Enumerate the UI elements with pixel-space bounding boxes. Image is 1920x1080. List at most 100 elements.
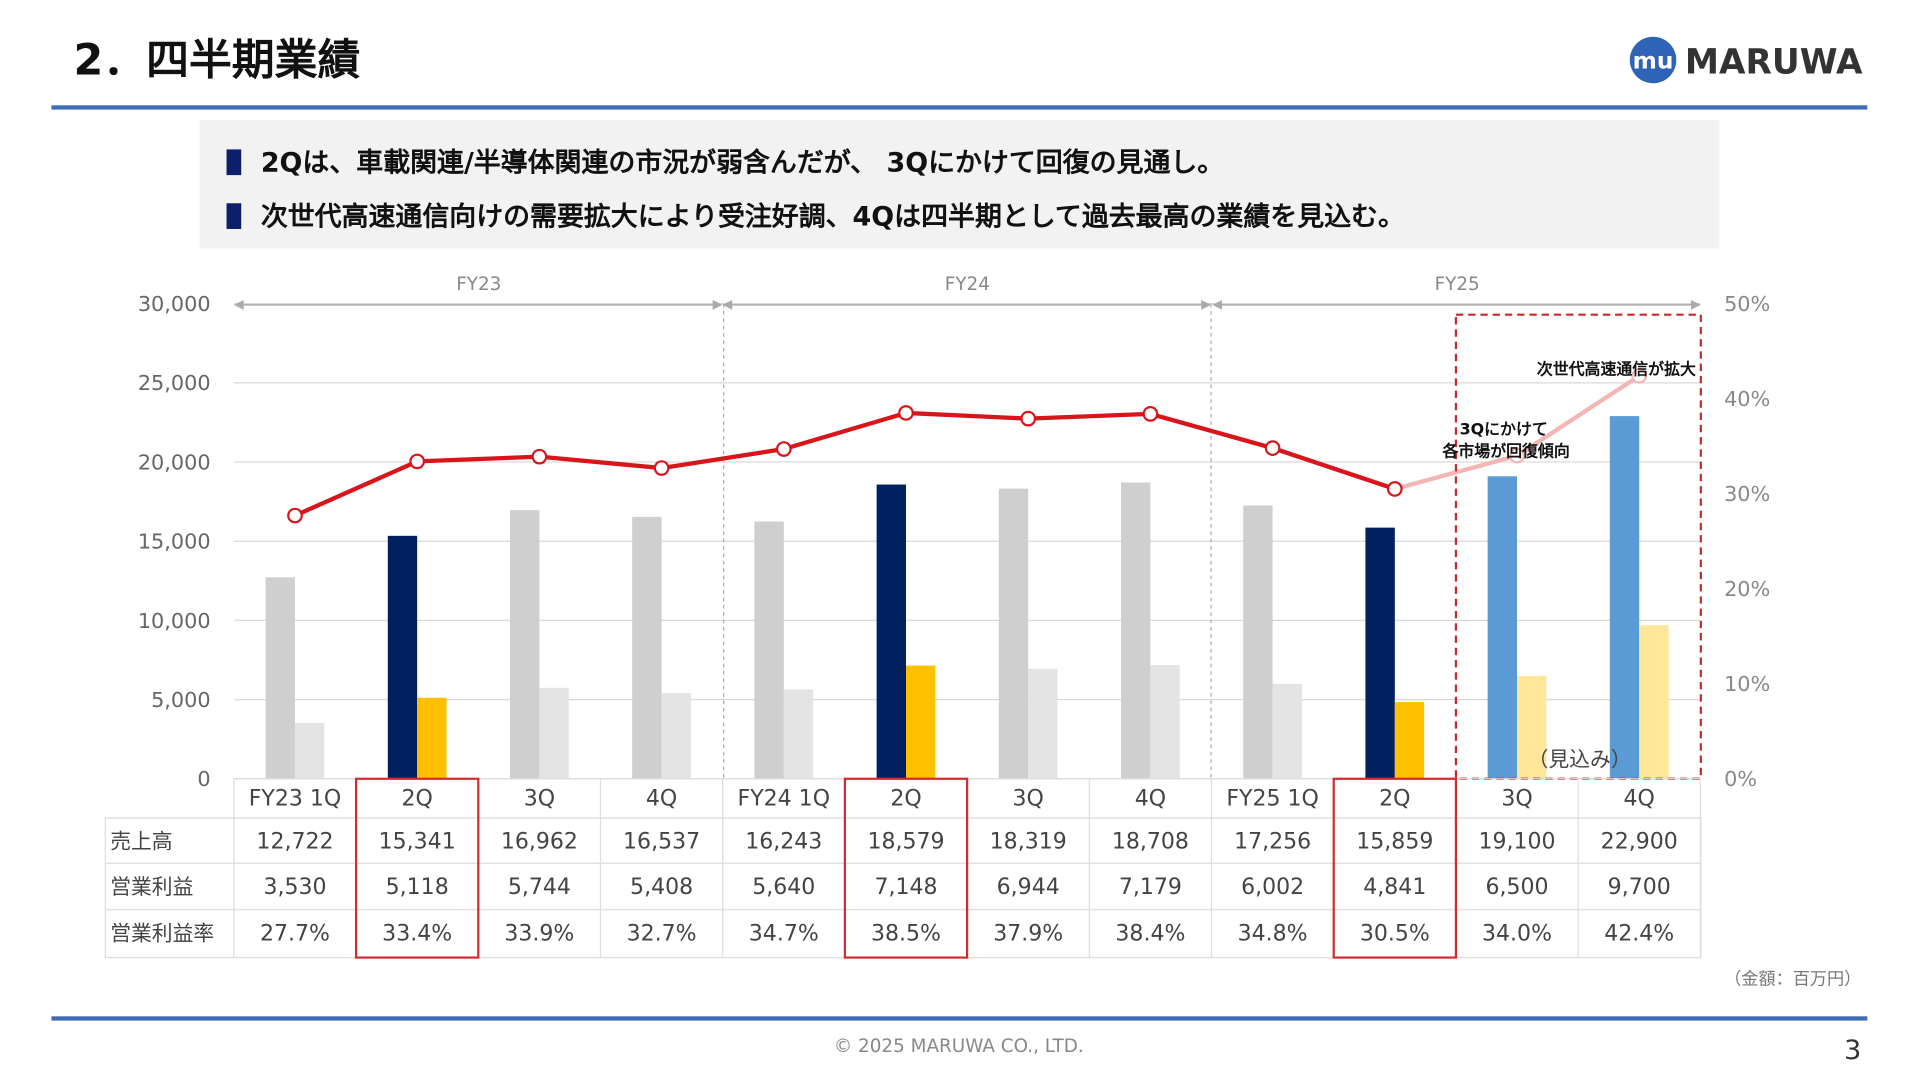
right-axis-tick: 10% bbox=[1724, 672, 1770, 696]
table-cell: 7,179 bbox=[1119, 875, 1182, 900]
table-cell: 34.7% bbox=[749, 921, 819, 946]
table-cell: 19,100 bbox=[1478, 830, 1555, 855]
table-cell: 18,579 bbox=[867, 830, 944, 855]
fy-label: FY25 bbox=[1435, 274, 1480, 295]
summary-box bbox=[199, 120, 1720, 249]
operating-profit-bar bbox=[1517, 675, 1547, 779]
table-cell: 18,708 bbox=[1112, 830, 1189, 855]
fy-label: FY23 bbox=[456, 274, 501, 295]
page-title: 2．四半期業績 bbox=[73, 36, 360, 86]
table-cell: 18,319 bbox=[990, 830, 1067, 855]
table-cell: 5,118 bbox=[386, 875, 449, 900]
sales-bar bbox=[387, 535, 418, 779]
table-cell: 37.9% bbox=[993, 921, 1063, 946]
logo-mark-text: mu bbox=[1633, 48, 1674, 75]
right-axis-tick: 0% bbox=[1724, 767, 1757, 791]
right-axis-tick: 30% bbox=[1724, 482, 1770, 506]
table-cell: 5,408 bbox=[630, 875, 693, 900]
margin-point bbox=[531, 448, 548, 465]
right-axis-tick: 50% bbox=[1724, 292, 1770, 316]
category-label: 2Q bbox=[890, 787, 921, 812]
highlight-box bbox=[843, 777, 969, 959]
operating-profit-bar bbox=[539, 687, 569, 779]
category-label: 3Q bbox=[524, 787, 555, 812]
table-cell: 42.4% bbox=[1604, 921, 1674, 946]
operating-profit-bar bbox=[661, 693, 691, 779]
margin-point bbox=[1264, 440, 1281, 456]
operating-profit-bar bbox=[1272, 683, 1302, 779]
table-cell: 17,256 bbox=[1234, 830, 1311, 855]
summary-bullet-1: 2Qは、車載関連/半導体関連の市況が弱含んだが、 3Qにかけて回復の見通し。 bbox=[261, 146, 1224, 178]
table-cell: 15,341 bbox=[379, 830, 456, 855]
category-label: FY25 1Q bbox=[1226, 787, 1319, 812]
category-label: 4Q bbox=[646, 787, 677, 812]
table-cell: 6,500 bbox=[1485, 875, 1548, 900]
logo-text: MARUWA bbox=[1685, 42, 1863, 82]
sales-bar bbox=[754, 521, 784, 779]
sales-bar bbox=[998, 488, 1029, 779]
margin-point bbox=[1631, 368, 1648, 384]
table-cell: 16,537 bbox=[623, 830, 700, 855]
margin-point bbox=[1020, 410, 1037, 427]
row-label: 営業利益率 bbox=[110, 921, 214, 945]
category-label: FY23 1Q bbox=[249, 787, 342, 812]
operating-profit-bar bbox=[783, 689, 814, 779]
bullet-icon bbox=[226, 149, 242, 176]
left-axis-tick: 0 bbox=[197, 767, 210, 791]
table-cell: 16,243 bbox=[745, 830, 822, 855]
table-cell: 38.5% bbox=[871, 921, 941, 946]
table-cell: 7,148 bbox=[874, 875, 937, 900]
margin-point bbox=[287, 507, 303, 524]
operating-profit-bar bbox=[417, 697, 447, 779]
category-label: 4Q bbox=[1135, 787, 1166, 812]
maruwa-logo: mu MARUWA bbox=[1629, 36, 1863, 84]
bullet-icon bbox=[226, 203, 242, 229]
margin-point bbox=[1142, 406, 1159, 422]
table-cell: 32.7% bbox=[627, 921, 697, 946]
table-cell: 22,900 bbox=[1601, 830, 1678, 855]
left-axis-tick: 10,000 bbox=[138, 609, 211, 633]
annotation: 次世代高速通信が拡大 bbox=[1537, 360, 1696, 379]
table-cell: 34.8% bbox=[1238, 921, 1308, 946]
category-label: 3Q bbox=[1013, 787, 1044, 812]
sales-bar bbox=[1365, 527, 1395, 779]
category-label: 3Q bbox=[1501, 787, 1532, 812]
forecast-label: （見込み） bbox=[1528, 748, 1632, 772]
operating-profit-bar bbox=[294, 722, 325, 779]
logo-mark-icon bbox=[1629, 36, 1677, 84]
table-cell: 15,859 bbox=[1356, 830, 1433, 855]
table-cell: 16,962 bbox=[501, 830, 578, 855]
right-axis-tick: 20% bbox=[1724, 577, 1770, 601]
margin-point bbox=[898, 405, 914, 421]
table-cell: 30.5% bbox=[1360, 921, 1430, 946]
operating-profit-bar bbox=[906, 665, 936, 779]
fy-label: FY24 bbox=[945, 274, 990, 295]
margin-point bbox=[653, 460, 670, 476]
highlight-box bbox=[354, 777, 480, 959]
sales-bar bbox=[265, 577, 295, 779]
operating-profit-bar bbox=[1150, 665, 1180, 779]
copyright: © 2025 MARUWA CO., LTD. bbox=[834, 1036, 1084, 1057]
table-cell: 4,841 bbox=[1363, 875, 1426, 900]
table-cell: 12,722 bbox=[256, 830, 333, 855]
table-cell: 38.4% bbox=[1115, 921, 1185, 946]
margin-point bbox=[775, 441, 792, 457]
category-label: FY24 1Q bbox=[738, 787, 831, 812]
summary-bullet-2: 次世代高速通信向けの需要拡大により受注好調、4Qは四半期として過去最高の業績を見… bbox=[261, 200, 1405, 232]
left-axis-tick: 5,000 bbox=[151, 688, 211, 712]
quarterly-chart: 30,000 25,000 20,000 15,000 10,000 5,000 0 50% 4… bbox=[104, 274, 1770, 959]
annotation: 3Qにかけて bbox=[1460, 420, 1548, 439]
category-label: 2Q bbox=[1379, 787, 1410, 812]
category-label: 4Q bbox=[1624, 787, 1655, 812]
table-cell: 33.9% bbox=[504, 921, 574, 946]
header-divider bbox=[51, 105, 1868, 110]
operating-profit-bar bbox=[1639, 625, 1669, 779]
left-axis-tick: 20,000 bbox=[138, 450, 211, 474]
margin-point bbox=[409, 453, 426, 470]
table-cell: 9,700 bbox=[1608, 875, 1671, 900]
table-cell: 6,944 bbox=[997, 875, 1060, 900]
unit-note: （金額：百万円） bbox=[1724, 969, 1861, 989]
table-cell: 34.0% bbox=[1482, 921, 1552, 946]
margin-point bbox=[1509, 447, 1525, 464]
sales-bar bbox=[1487, 476, 1518, 779]
